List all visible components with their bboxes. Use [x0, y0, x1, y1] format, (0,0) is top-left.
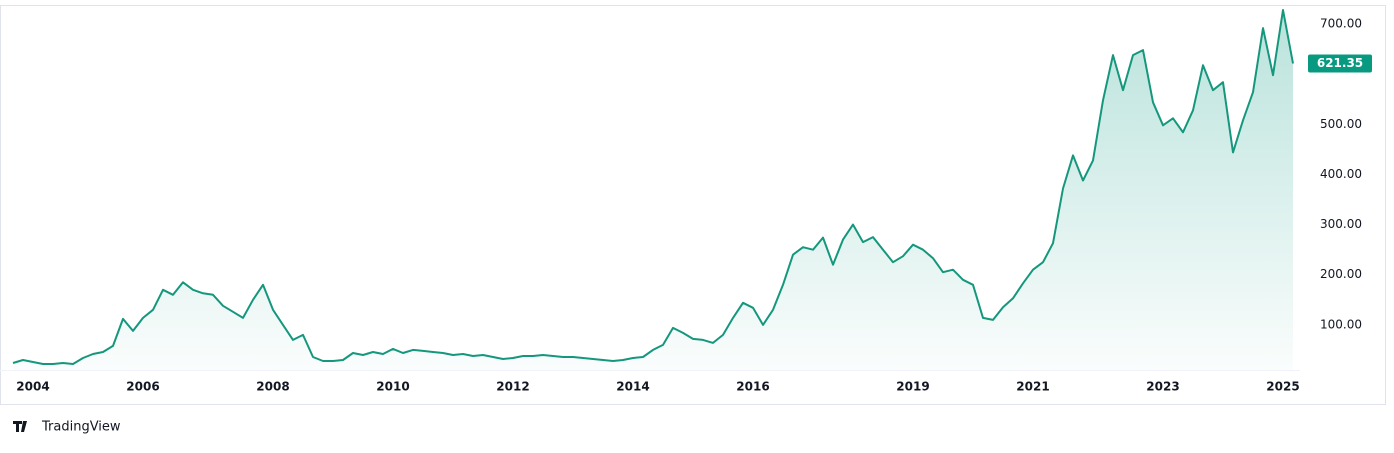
y-tick-label: 200.00 — [1320, 267, 1362, 281]
area-fill — [13, 10, 1293, 370]
y-tick-label: 400.00 — [1320, 167, 1362, 181]
y-tick-label: 300.00 — [1320, 217, 1362, 231]
x-tick-label: 2019 — [896, 380, 929, 394]
chart-frame — [0, 5, 1386, 405]
last-price-label: 621.35 — [1317, 56, 1363, 70]
x-tick-label: 2021 — [1016, 380, 1049, 394]
x-tick-label: 2014 — [616, 380, 649, 394]
x-tick-label: 2025 — [1266, 380, 1299, 394]
x-tick-label: 2010 — [376, 380, 409, 394]
x-tick-label: 2023 — [1146, 380, 1179, 394]
x-tick-label: 2006 — [126, 380, 159, 394]
x-tick-label: 2004 — [16, 380, 49, 394]
last-price-tag — [1308, 54, 1372, 73]
x-tick-label: 2012 — [496, 380, 529, 394]
price-line — [12, 9, 1294, 365]
logo: TradingView — [13, 420, 121, 435]
y-tick-label: 700.00 — [1320, 17, 1362, 31]
branding: TradingView — [41, 420, 121, 435]
y-tick-label: 500.00 — [1320, 117, 1362, 131]
x-tick-label: 2008 — [256, 380, 289, 394]
x-tick-label: 2016 — [736, 380, 769, 394]
y-tick-label: 100.00 — [1320, 317, 1362, 331]
